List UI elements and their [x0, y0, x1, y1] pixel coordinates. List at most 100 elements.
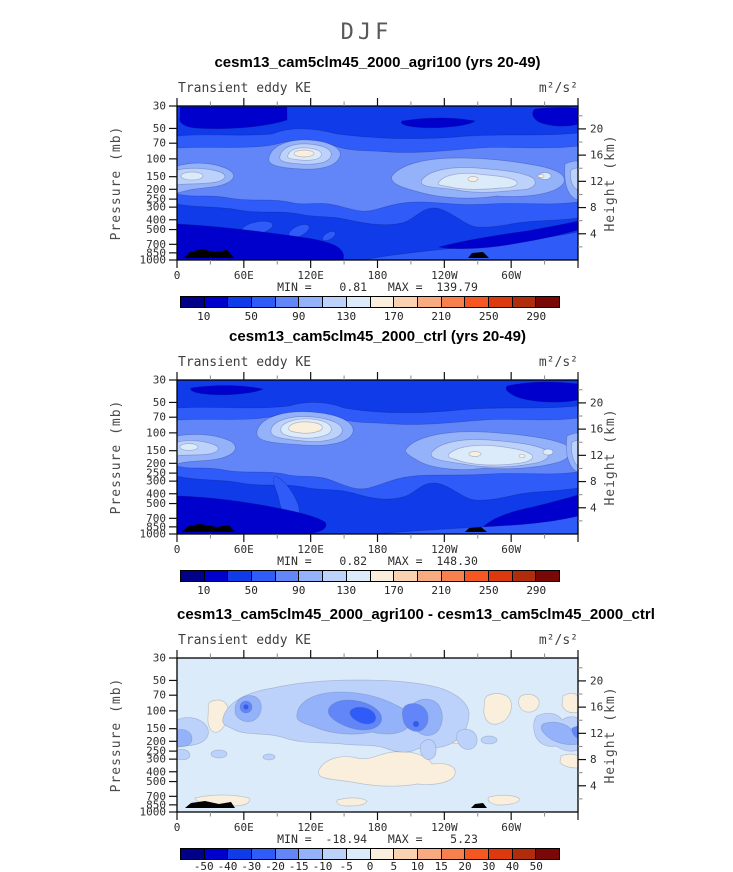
contour-fill-level-8 — [559, 753, 578, 769]
contour-fill-level-8 — [483, 693, 512, 725]
contour-fill-level-1 — [177, 223, 344, 260]
colorbar-tick-label: 5 — [390, 860, 398, 872]
height-tick-label: 4 — [590, 227, 597, 240]
longitude-tick-label: 0 — [174, 269, 181, 282]
colorbar-segment — [322, 849, 346, 859]
topography-fill — [468, 252, 489, 258]
contour-fill-level-3 — [376, 515, 578, 534]
topography-fill — [183, 249, 234, 258]
contour-fill-level-8 — [487, 794, 521, 806]
colorbar-segment — [298, 571, 323, 581]
colorbar-segment — [393, 571, 417, 581]
colorbar-tick-label: -5 — [339, 860, 353, 872]
colorbar-segment — [487, 571, 512, 581]
pressure-tick-label: 300 — [146, 475, 166, 488]
contour-fill-level-8 — [467, 176, 479, 182]
longitude-tick-label: 180 — [368, 821, 388, 834]
pressure-tick-label: 70 — [153, 137, 166, 150]
pressure-tick-label: 850 — [146, 246, 166, 259]
longitude-tick-label: 180 — [368, 543, 388, 556]
colorbar-tick-label: 210 — [431, 310, 452, 323]
colorbar-segment — [181, 849, 204, 859]
variable-label: Transient eddy KE — [178, 633, 312, 648]
colorbar — [180, 848, 560, 860]
contour-fill-level-6 — [419, 739, 437, 760]
colorbar-tick-label: 290 — [526, 310, 547, 323]
colorbar-segment — [227, 297, 252, 307]
pressure-tick-label: 300 — [146, 753, 166, 766]
contour-fill-level-8 — [561, 693, 578, 714]
contour-fill-level-7 — [179, 443, 199, 451]
pressure-tick-label: 250 — [146, 745, 166, 758]
contour-fill-level-6 — [177, 748, 191, 761]
colorbar-tick-label: 170 — [383, 310, 404, 323]
colorbar-segment — [369, 297, 394, 307]
pressure-axis-title: Pressure (mb) — [109, 677, 124, 793]
colorbar-segment — [487, 297, 512, 307]
colorbar-tick-label: 10 — [197, 310, 211, 323]
contour-fill-level-6 — [571, 439, 578, 467]
colorbar-tick-label: 210 — [431, 584, 452, 597]
height-tick-label: 8 — [590, 475, 597, 488]
pressure-tick-label: 400 — [146, 487, 166, 500]
contour-fill-level-6 — [570, 167, 578, 191]
height-tick-label: 20 — [590, 122, 603, 135]
pressure-tick-label: 30 — [153, 100, 166, 113]
height-tick-label: 8 — [590, 201, 597, 214]
contour-fill-level-6 — [210, 749, 228, 759]
colorbar-tick-label: 50 — [244, 584, 258, 597]
colorbar-segment — [251, 571, 275, 581]
longitude-tick-label: 120E — [297, 269, 324, 282]
longitude-tick-label: 180 — [368, 269, 388, 282]
colorbar-tick-label: -30 — [241, 860, 262, 872]
pressure-tick-label: 150 — [146, 170, 166, 183]
colorbar-segment — [274, 571, 299, 581]
pressure-tick-label: 1000 — [140, 254, 167, 267]
panel-title: cesm13_cam5clm45_2000_agri100 - cesm13_c… — [177, 606, 655, 623]
colorbar-segment — [487, 849, 512, 859]
height-tick-label: 20 — [590, 396, 603, 409]
contour-fill-level-7 — [180, 171, 204, 181]
colorbar-tick-label: -15 — [288, 860, 309, 872]
pressure-tick-label: 200 — [146, 183, 166, 196]
colorbar-segment — [345, 571, 370, 581]
pressure-tick-label: 700 — [146, 238, 166, 251]
colorbar-segment — [181, 571, 204, 581]
colorbar-segment — [274, 297, 299, 307]
pressure-tick-label: 200 — [146, 735, 166, 748]
colorbar-segment — [511, 297, 536, 307]
longitude-tick-label: 60W — [501, 543, 521, 556]
contour-fill-level-5 — [177, 729, 193, 747]
pressure-tick-label: 250 — [146, 193, 166, 206]
contour-fill-level-1 — [532, 106, 578, 127]
colorbar-segment — [416, 849, 441, 859]
colorbar-segment — [369, 571, 394, 581]
contour-fill-level-8 — [518, 693, 540, 713]
colorbar-segment — [369, 849, 394, 859]
colorbar-segment — [298, 297, 323, 307]
contour-fill-level-4 — [402, 703, 429, 732]
longitude-tick-label: 0 — [174, 821, 181, 834]
colorbar-segment — [322, 297, 346, 307]
pressure-tick-label: 100 — [146, 152, 166, 165]
colorbar-tick-label: 250 — [478, 310, 499, 323]
colorbar-tick-label: -40 — [217, 860, 238, 872]
height-axis-title: Height (km) — [603, 686, 618, 784]
longitude-tick-label: 60W — [501, 269, 521, 282]
height-tick-label: 16 — [590, 701, 603, 714]
colorbar-segment — [203, 849, 228, 859]
contour-fill-level-1 — [177, 495, 327, 534]
pressure-tick-label: 500 — [146, 775, 166, 788]
colorbar-segment — [535, 849, 559, 859]
contour-fill-level-7 — [542, 448, 554, 456]
colorbar-segment — [322, 571, 346, 581]
pressure-tick-label: 70 — [153, 411, 166, 424]
colorbar-tick-label: 50 — [244, 310, 258, 323]
colorbar-segment — [203, 571, 228, 581]
minmax-readout: MIN = 0.82 MAX = 148.30 — [277, 554, 478, 568]
pressure-tick-label: 50 — [153, 674, 166, 687]
contour-fill-level-8 — [468, 451, 482, 457]
